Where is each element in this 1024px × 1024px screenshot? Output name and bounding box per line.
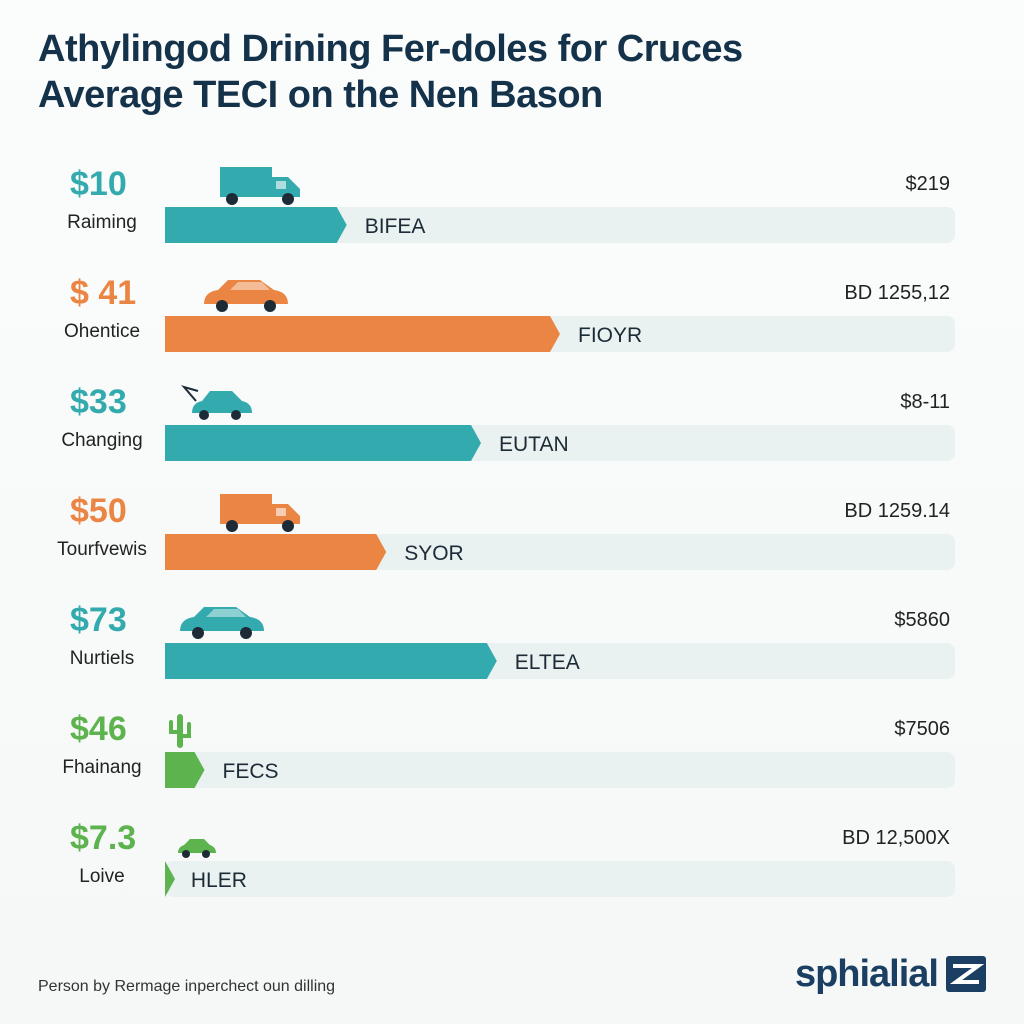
category-label: Changing (61, 430, 142, 451)
car-open-hood-icon (181, 385, 252, 420)
value-label: BD 12,500X (842, 827, 950, 849)
brand-name: sphialial (794, 952, 939, 995)
brand-mark-icon (946, 956, 986, 992)
category-label: Loive (79, 866, 124, 887)
bar-label: FIOYR (578, 324, 642, 347)
bar-track (165, 861, 955, 897)
price-label: $50 (70, 492, 127, 530)
truck-icon (220, 494, 300, 532)
price-label: $46 (70, 710, 127, 748)
price-label: $73 (70, 601, 127, 639)
cactus-icon (169, 714, 191, 748)
value-label: $5860 (894, 609, 950, 631)
bar-label: ELTEA (515, 651, 580, 674)
value-label: $219 (906, 173, 951, 195)
bar-label: HLER (191, 869, 247, 892)
chart-title-line-2: Average TECI on the Nen Bason (38, 74, 603, 116)
price-label: $33 (70, 383, 127, 421)
chart-title-line-1: Athylingod Drining Fer-doles for Cruces (38, 28, 743, 70)
price-label: $7.3 (70, 819, 136, 857)
bar (165, 643, 497, 679)
bar (165, 425, 481, 461)
category-label: Raiming (67, 212, 137, 233)
category-label: Tourfvewis (57, 539, 147, 560)
small-car-icon (178, 839, 216, 858)
chart-title: Athylingod Drining Fer-doles for Cruces … (38, 26, 998, 118)
value-label: BD 1259.14 (844, 500, 950, 522)
bar-track (165, 752, 955, 788)
bar-label: FECS (223, 760, 279, 783)
truck-icon (220, 167, 300, 205)
bar-label: SYOR (404, 542, 464, 565)
category-label: Fhainang (62, 757, 141, 778)
bar (165, 534, 387, 570)
price-label: $10 (70, 165, 127, 203)
value-label: $7506 (894, 718, 950, 740)
price-label: $ 41 (70, 274, 136, 312)
brand-logo: sphialial (795, 952, 988, 996)
sedan-icon (180, 607, 264, 639)
bar-track (165, 207, 955, 243)
car-icon (204, 280, 288, 312)
category-label: Nurtiels (70, 648, 134, 669)
bar (165, 861, 175, 897)
value-label: $8-11 (900, 391, 950, 413)
bar (165, 752, 205, 788)
bar-label: BIFEA (365, 215, 426, 238)
bar (165, 316, 560, 352)
bar-label: EUTAN (499, 433, 569, 456)
category-label: Ohentice (64, 321, 140, 342)
value-label: BD 1255,12 (844, 282, 950, 304)
bar (165, 207, 347, 243)
footer-note: Person by Rermage inperchect oun dilling (38, 978, 336, 995)
